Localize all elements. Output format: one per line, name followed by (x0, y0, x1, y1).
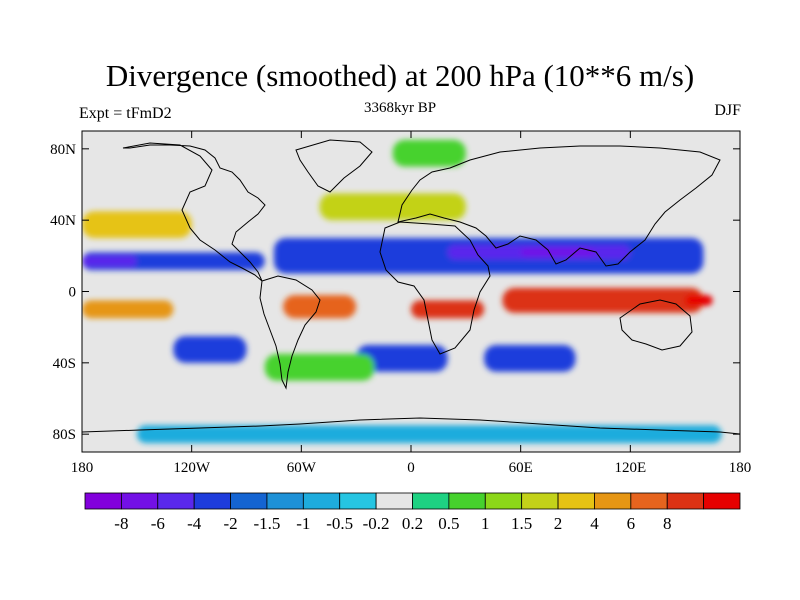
experiment-label: Expt = tFmD2 (79, 105, 172, 122)
x-axis: 180 120W 60W 0 60E 120E 180 (71, 131, 752, 476)
x-tick-label: 180 (71, 460, 94, 476)
coastlines (82, 139, 740, 452)
colorbar-label: -2 (223, 514, 237, 533)
colorbar-swatch (375, 492, 413, 510)
coastline-africa (379, 221, 491, 355)
season-label: DJF (714, 102, 741, 119)
coastline-eurasia (397, 145, 721, 267)
band-africa-divergence (411, 300, 485, 319)
band-tropical-convergence-strong (520, 248, 594, 256)
y-axis: 80N 40N 0 40S 80S (50, 142, 740, 443)
colorbar-label: 0.5 (438, 514, 459, 533)
band-maritime-continent-divergence (502, 287, 704, 313)
coastline-antarctica (82, 417, 740, 452)
x-tick-label: 0 (407, 460, 415, 476)
y-tick-label: 80N (50, 142, 76, 158)
colorbar-swatch (448, 492, 486, 510)
x-tick-label: 180 (729, 460, 752, 476)
band-south-pacific-divergence (82, 300, 174, 319)
colorbar-swatch (230, 492, 268, 510)
colorbar-swatch (157, 492, 195, 510)
colorbar-label: 1.5 (511, 514, 532, 533)
colorbar-swatch (120, 492, 159, 510)
band-north-pacific-divergence (82, 211, 192, 238)
band-indian-ocean-convergence (484, 345, 576, 372)
x-tick-label: 120W (173, 460, 211, 476)
colorbar-swatch (630, 492, 668, 510)
band-arctic-divergence (392, 139, 466, 167)
colorbar-label: -0.5 (326, 514, 353, 533)
band-southern-ocean-divergence (264, 353, 375, 381)
colorbar-swatch (412, 492, 450, 510)
band-maritime-continent-max (685, 295, 713, 306)
colorbar-label: 6 (627, 514, 636, 533)
colorbar-label: -8 (114, 514, 128, 533)
colorbar-label: -4 (187, 514, 202, 533)
colorbar-swatch (339, 492, 377, 510)
colorbar-swatch (484, 492, 523, 510)
coastline-north-america (122, 142, 266, 282)
colorbar-label: -6 (151, 514, 165, 533)
plot-title: Divergence (smoothed) at 200 hPa (10**6 … (105, 58, 695, 93)
colorbar-swatch (193, 492, 231, 510)
band-antarctic-convergence (136, 425, 722, 444)
colorbar: -8 -6 -4 -2 -1.5 -1 -0.5 -0.2 0.2 0.5 1 1.5 2 4 6 8 (84, 492, 741, 533)
x-tick-label: 120E (614, 460, 646, 476)
colorbar-label: -0.2 (363, 514, 390, 533)
band-equatorial-pacific-convergence-strong (82, 255, 137, 267)
colorbar-label: 8 (663, 514, 672, 533)
colorbar-swatch (266, 492, 304, 510)
divergence-field (82, 139, 722, 444)
colorbar-swatch (302, 492, 341, 510)
colorbar-label: -1 (296, 514, 310, 533)
colorbar-swatch (521, 492, 559, 510)
coastline-australia (619, 299, 693, 351)
band-north-atlantic-divergence (319, 193, 466, 221)
band-south-america-divergence (283, 295, 357, 319)
colorbar-label: -1.5 (253, 514, 280, 533)
colorbar-label: 1 (481, 514, 490, 533)
colorbar-label: 0.2 (402, 514, 423, 533)
x-tick-label: 60W (287, 460, 317, 476)
band-southern-ocean-convergence (356, 345, 448, 372)
colorbar-swatch (703, 492, 741, 510)
colorbar-swatch (666, 492, 705, 510)
colorbar-label: 2 (554, 514, 563, 533)
colorbar-swatch (594, 492, 632, 510)
colorbar-swatch (557, 492, 595, 510)
y-tick-label: 40S (53, 356, 76, 372)
band-south-pacific-convergence (173, 336, 247, 363)
colorbar-swatch (84, 492, 122, 510)
x-tick-label: 60E (509, 460, 533, 476)
coastline-south-america (259, 275, 321, 390)
y-tick-label: 40N (50, 213, 76, 229)
y-tick-label: 0 (69, 285, 77, 301)
y-tick-label: 80S (53, 427, 76, 443)
colorbar-label: 4 (590, 514, 599, 533)
coastline-greenland (295, 139, 373, 193)
time-label: 3368kyr BP (363, 100, 437, 116)
